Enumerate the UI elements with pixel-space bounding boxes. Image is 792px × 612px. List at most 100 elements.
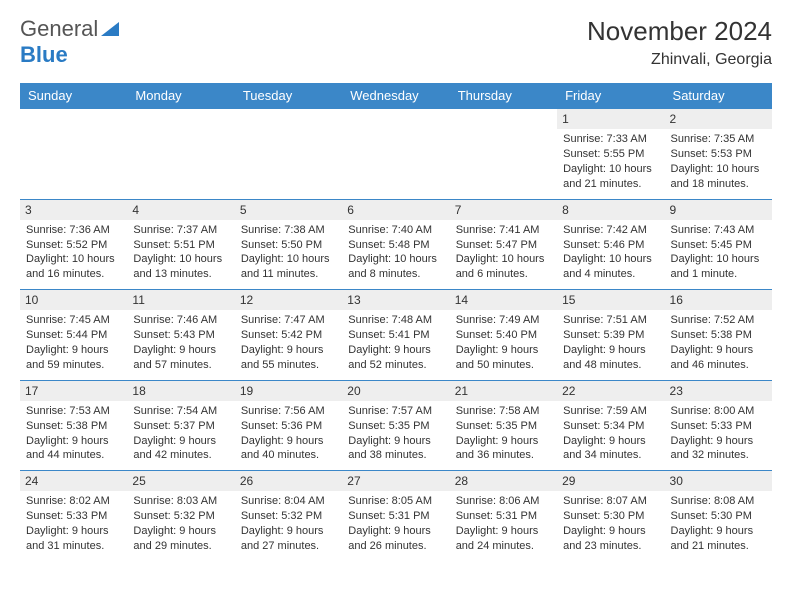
day-number: 30 bbox=[665, 471, 772, 491]
day-number: 16 bbox=[665, 290, 772, 310]
sunset-text: Sunset: 5:38 PM bbox=[26, 419, 121, 434]
sunset-text: Sunset: 5:53 PM bbox=[671, 147, 766, 162]
day-cell: 12Sunrise: 7:47 AMSunset: 5:42 PMDayligh… bbox=[235, 290, 342, 380]
sunrise-text: Sunrise: 7:36 AM bbox=[26, 223, 121, 238]
sunset-text: Sunset: 5:36 PM bbox=[241, 419, 336, 434]
daylight-text: Daylight: 9 hours and 31 minutes. bbox=[26, 524, 121, 554]
sunrise-text: Sunrise: 7:48 AM bbox=[348, 313, 443, 328]
day-cell: 30Sunrise: 8:08 AMSunset: 5:30 PMDayligh… bbox=[665, 471, 772, 561]
sunset-text: Sunset: 5:42 PM bbox=[241, 328, 336, 343]
day-cell: 17Sunrise: 7:53 AMSunset: 5:38 PMDayligh… bbox=[20, 381, 127, 471]
day-number: 20 bbox=[342, 381, 449, 401]
day-number: 19 bbox=[235, 381, 342, 401]
daylight-text: Daylight: 9 hours and 34 minutes. bbox=[563, 434, 658, 464]
sunrise-text: Sunrise: 7:49 AM bbox=[456, 313, 551, 328]
day-number: 7 bbox=[450, 200, 557, 220]
week-row: 3 Sunrise: 7:36 AMSunset: 5:52 PM Daylight… bbox=[20, 199, 772, 290]
sunset-text: Sunset: 5:52 PM bbox=[26, 238, 121, 253]
day-cell: 1Sunrise: 7:33 AMSunset: 5:55 PMDaylight… bbox=[557, 109, 664, 199]
sunrise-text: Sunrise: 7:59 AM bbox=[563, 404, 658, 419]
sunset-text: Sunset: 5:35 PM bbox=[456, 419, 551, 434]
sunrise-text: Sunrise: 7:51 AM bbox=[563, 313, 658, 328]
daylight-text: Daylight: 10 hours and 4 minutes. bbox=[563, 252, 658, 282]
sunrise-text: Sunrise: 8:06 AM bbox=[456, 494, 551, 509]
week-row: 10Sunrise: 7:45 AMSunset: 5:44 PMDayligh… bbox=[20, 289, 772, 380]
daylight-text: Daylight: 10 hours and 6 minutes. bbox=[456, 252, 551, 282]
daylight-text: Daylight: 9 hours and 46 minutes. bbox=[671, 343, 766, 373]
day-cell: 27Sunrise: 8:05 AMSunset: 5:31 PMDayligh… bbox=[342, 471, 449, 561]
day-cell: 20Sunrise: 7:57 AMSunset: 5:35 PMDayligh… bbox=[342, 381, 449, 471]
sunset-text: Sunset: 5:46 PM bbox=[563, 238, 658, 253]
day-cell: 3Sunrise: 7:36 AMSunset: 5:52 PMDaylight… bbox=[20, 200, 127, 290]
day-number: 4 bbox=[127, 200, 234, 220]
sunrise-text: Sunrise: 7:52 AM bbox=[671, 313, 766, 328]
sunset-text: Sunset: 5:30 PM bbox=[563, 509, 658, 524]
daylight-text: Daylight: 9 hours and 44 minutes. bbox=[26, 434, 121, 464]
daylight-text: Daylight: 9 hours and 24 minutes. bbox=[456, 524, 551, 554]
day-number: 1 bbox=[557, 109, 664, 129]
day-number: 9 bbox=[665, 200, 772, 220]
sunrise-text: Sunrise: 7:46 AM bbox=[133, 313, 228, 328]
daylight-text: Daylight: 10 hours and 1 minute. bbox=[671, 252, 766, 282]
daylight-text: Daylight: 9 hours and 52 minutes. bbox=[348, 343, 443, 373]
sunrise-text: Sunrise: 7:43 AM bbox=[671, 223, 766, 238]
sunset-text: Sunset: 5:37 PM bbox=[133, 419, 228, 434]
day-cell: 29Sunrise: 8:07 AMSunset: 5:30 PMDayligh… bbox=[557, 471, 664, 561]
sunrise-text: Sunrise: 7:41 AM bbox=[456, 223, 551, 238]
day-header-sun: Sunday bbox=[20, 83, 127, 108]
day-number: 23 bbox=[665, 381, 772, 401]
logo-word2: Blue bbox=[20, 42, 68, 67]
sunrise-text: Sunrise: 8:02 AM bbox=[26, 494, 121, 509]
day-number: 21 bbox=[450, 381, 557, 401]
page-title: November 2024 bbox=[587, 16, 772, 47]
day-cell: 2Sunrise: 7:35 AMSunset: 5:53 PMDaylight… bbox=[665, 109, 772, 199]
day-number: 5 bbox=[235, 200, 342, 220]
sunrise-text: Sunrise: 7:56 AM bbox=[241, 404, 336, 419]
daylight-text: Daylight: 9 hours and 26 minutes. bbox=[348, 524, 443, 554]
day-number: 14 bbox=[450, 290, 557, 310]
sunset-text: Sunset: 5:32 PM bbox=[133, 509, 228, 524]
daylight-text: Daylight: 9 hours and 40 minutes. bbox=[241, 434, 336, 464]
sunrise-text: Sunrise: 7:58 AM bbox=[456, 404, 551, 419]
sunset-text: Sunset: 5:45 PM bbox=[671, 238, 766, 253]
day-number: 15 bbox=[557, 290, 664, 310]
sunset-text: Sunset: 5:50 PM bbox=[241, 238, 336, 253]
day-number: 2 bbox=[665, 109, 772, 129]
sunset-text: Sunset: 5:33 PM bbox=[671, 419, 766, 434]
sunrise-text: Sunrise: 7:33 AM bbox=[563, 132, 658, 147]
sunrise-text: Sunrise: 7:37 AM bbox=[133, 223, 228, 238]
weeks-container: 1Sunrise: 7:33 AMSunset: 5:55 PMDaylight… bbox=[20, 108, 772, 561]
day-cell: 25Sunrise: 8:03 AMSunset: 5:32 PMDayligh… bbox=[127, 471, 234, 561]
sunrise-text: Sunrise: 7:57 AM bbox=[348, 404, 443, 419]
daylight-text: Daylight: 10 hours and 11 minutes. bbox=[241, 252, 336, 282]
day-cell: 9 Sunrise: 7:43 AMSunset: 5:45 PMDaylight… bbox=[665, 200, 772, 290]
day-cell: 24Sunrise: 8:02 AMSunset: 5:33 PMDayligh… bbox=[20, 471, 127, 561]
daylight-text: Daylight: 10 hours and 8 minutes. bbox=[348, 252, 443, 282]
sunset-text: Sunset: 5:51 PM bbox=[133, 238, 228, 253]
sunset-text: Sunset: 5:44 PM bbox=[26, 328, 121, 343]
sunrise-text: Sunrise: 8:03 AM bbox=[133, 494, 228, 509]
day-cell: 6Sunrise: 7:40 AMSunset: 5:48 PMDaylight… bbox=[342, 200, 449, 290]
week-row: 17Sunrise: 7:53 AMSunset: 5:38 PMDayligh… bbox=[20, 380, 772, 471]
day-cell: 21Sunrise: 7:58 AMSunset: 5:35 PMDayligh… bbox=[450, 381, 557, 471]
daylight-text: Daylight: 9 hours and 42 minutes. bbox=[133, 434, 228, 464]
sunset-text: Sunset: 5:31 PM bbox=[456, 509, 551, 524]
daylight-text: Daylight: 10 hours and 18 minutes. bbox=[671, 162, 766, 192]
day-number: 12 bbox=[235, 290, 342, 310]
sunset-text: Sunset: 5:30 PM bbox=[671, 509, 766, 524]
sunset-text: Sunset: 5:47 PM bbox=[456, 238, 551, 253]
logo: General Blue bbox=[20, 16, 121, 68]
day-cell: 16Sunrise: 7:52 AMSunset: 5:38 PMDayligh… bbox=[665, 290, 772, 380]
sunrise-text: Sunrise: 8:04 AM bbox=[241, 494, 336, 509]
day-header-sat: Saturday bbox=[665, 83, 772, 108]
sunset-text: Sunset: 5:33 PM bbox=[26, 509, 121, 524]
day-header-mon: Monday bbox=[127, 83, 234, 108]
daylight-text: Daylight: 9 hours and 32 minutes. bbox=[671, 434, 766, 464]
day-cell: 7 Sunrise: 7:41 AMSunset: 5:47 PMDaylight… bbox=[450, 200, 557, 290]
day-cell: 4Sunrise: 7:37 AMSunset: 5:51 PMDaylight… bbox=[127, 200, 234, 290]
day-cell: 15Sunrise: 7:51 AMSunset: 5:39 PMDayligh… bbox=[557, 290, 664, 380]
daylight-text: Daylight: 9 hours and 21 minutes. bbox=[671, 524, 766, 554]
daylight-text: Daylight: 9 hours and 29 minutes. bbox=[133, 524, 228, 554]
day-number: 3 bbox=[20, 200, 127, 220]
sunrise-text: Sunrise: 7:40 AM bbox=[348, 223, 443, 238]
